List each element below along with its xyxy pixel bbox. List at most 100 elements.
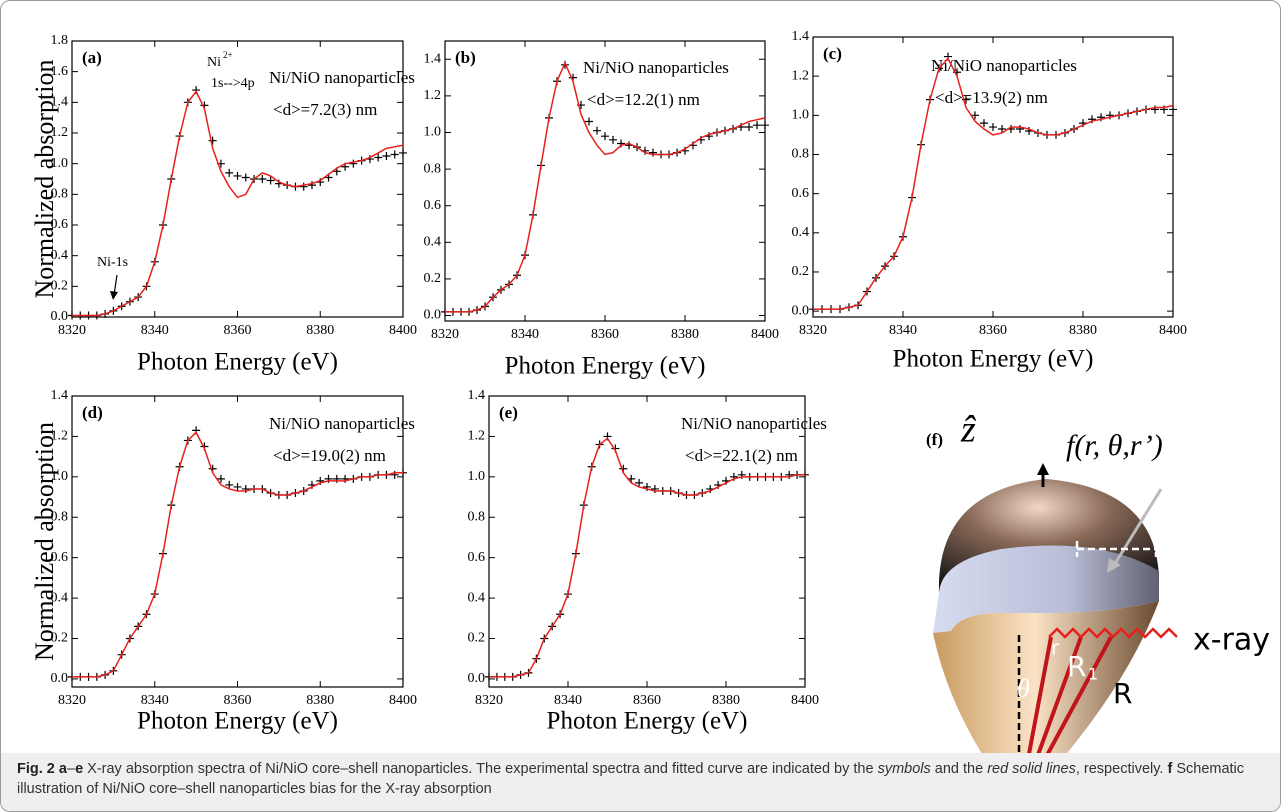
outer-radius: R xyxy=(1113,677,1132,710)
x-tick-label: 8400 xyxy=(751,327,779,342)
pointer-head xyxy=(1107,558,1121,573)
y-tick-label: 0.4 xyxy=(468,590,486,605)
peak-label: 2+ xyxy=(223,50,233,60)
plot-frame xyxy=(488,395,806,688)
peak-label: 1s-->4p xyxy=(211,76,255,91)
x-tick-label: 8380 xyxy=(306,323,334,338)
data-point xyxy=(241,484,250,493)
edge-label: Ni-1s xyxy=(97,255,128,270)
x-tick-label: 8320 xyxy=(475,693,503,708)
caption-text: a xyxy=(58,761,67,777)
annotation: Ni/NiO nanoparticles xyxy=(583,58,729,77)
data-point xyxy=(374,153,383,162)
x-tick-label: 8320 xyxy=(58,693,86,708)
caption-text: – xyxy=(66,761,76,777)
caption-text: , respectively. xyxy=(1075,761,1168,777)
y-tick-label: 0.0 xyxy=(51,309,69,324)
data-point xyxy=(399,148,407,157)
data-point xyxy=(753,121,761,130)
x-tick-label: 8400 xyxy=(791,693,819,708)
data-point xyxy=(635,478,644,487)
panel: (f) xyxy=(926,430,943,449)
panel-label: (b) xyxy=(455,48,476,67)
data-point xyxy=(332,474,341,483)
fit-line xyxy=(489,437,805,678)
data-point xyxy=(761,121,769,130)
schematic xyxy=(933,463,1178,753)
panel-label: (d) xyxy=(82,403,103,422)
x-tick-label: 8400 xyxy=(1159,323,1187,338)
x-tick-label: 8320 xyxy=(799,323,827,338)
data-point xyxy=(390,150,399,159)
x-tick-label: 8340 xyxy=(889,323,917,338)
data-point xyxy=(208,136,217,145)
data-point xyxy=(593,126,601,135)
y-tick-label: 0.8 xyxy=(468,509,486,524)
x-tick-label: 8320 xyxy=(431,327,459,342)
y-tick-label: 0.6 xyxy=(51,217,69,232)
y-tick-label: 1.4 xyxy=(468,388,486,403)
data-point xyxy=(971,111,979,120)
data-point xyxy=(225,168,234,177)
y-tick-label: 0.8 xyxy=(51,187,69,202)
x-tick-label: 8340 xyxy=(141,323,169,338)
x-tick-label: 8380 xyxy=(671,327,699,342)
y-tick-label: 1.2 xyxy=(792,68,810,83)
x-axis-label: Photon Energy (eV) xyxy=(505,353,706,380)
core-cone xyxy=(933,601,1159,753)
caption-text: Schematic illustration of Ni/NiO core–sh… xyxy=(17,761,1245,797)
data-point xyxy=(390,470,399,479)
shell-radius: R xyxy=(1067,650,1086,683)
charts: 8320 8340 8360 8380 8400 0.0 0.2 0.4 0.6 0.8 1.0 1.… xyxy=(30,29,1270,753)
y-tick-label: 1.4 xyxy=(51,95,69,110)
y-tick-label: 0.0 xyxy=(51,671,69,686)
data-point xyxy=(341,474,350,483)
x-tick-label: 8400 xyxy=(389,693,417,708)
annotation: <d>=12.2(1) nm xyxy=(587,90,700,109)
annotation: <d>=19.0(2) nm xyxy=(273,446,386,465)
y-tick-label: 1.8 xyxy=(51,33,69,48)
plot-frame xyxy=(444,40,766,322)
y-tick-label: 1.0 xyxy=(51,156,69,171)
function: f(r, θ,r’) xyxy=(1066,429,1163,462)
data-point xyxy=(349,159,358,168)
y-tick-label: 1.6 xyxy=(51,64,69,79)
data-point xyxy=(307,181,316,190)
data-point xyxy=(609,135,617,144)
y-tick-label: 0.4 xyxy=(51,248,69,263)
caption: Fig. 2 a–e X-ray absorption spectra of N… xyxy=(1,753,1280,811)
x-tick-label: 8340 xyxy=(511,327,539,342)
z-arrowhead xyxy=(1037,463,1049,475)
caption-text: e xyxy=(75,761,84,777)
y-tick-label: 0.6 xyxy=(468,550,486,565)
caption-text: f xyxy=(1167,761,1173,777)
caption-text: and the xyxy=(930,761,988,777)
y-tick-label: 1.2 xyxy=(51,125,69,140)
data-point xyxy=(233,482,242,491)
x-tick-label: 8360 xyxy=(591,327,619,342)
y-tick-label: 1.4 xyxy=(792,29,810,44)
x-tick-label: 8360 xyxy=(224,323,252,338)
radius-lines xyxy=(1027,636,1113,753)
x-axis-label: Photon Energy (eV) xyxy=(137,349,338,376)
shell-index: 1 xyxy=(1088,665,1098,684)
x-tick-label: 8360 xyxy=(224,693,252,708)
fit-line xyxy=(445,61,766,313)
data-point xyxy=(1169,105,1177,114)
caption-text: X-ray absorption spectra of Ni/NiO core–… xyxy=(83,761,878,777)
data-point xyxy=(980,119,988,128)
y-tick-label: 0.0 xyxy=(468,671,486,686)
angle: θ xyxy=(1017,674,1030,703)
y-tick-label: 1.2 xyxy=(51,429,69,444)
data-point xyxy=(299,182,308,191)
y-tick-label: 0.2 xyxy=(468,631,486,646)
annotation: Ni/NiO nanoparticles xyxy=(681,414,827,433)
data-point xyxy=(216,474,225,483)
edge-arrowhead xyxy=(110,291,118,300)
y-tick-label: 0.2 xyxy=(51,631,69,646)
data-point xyxy=(233,171,242,180)
y-tick-label: 0.4 xyxy=(792,225,810,240)
y-tick-label: 1.2 xyxy=(424,88,442,103)
panel-label: (a) xyxy=(82,48,102,67)
y-tick-label: 0.2 xyxy=(792,264,810,279)
